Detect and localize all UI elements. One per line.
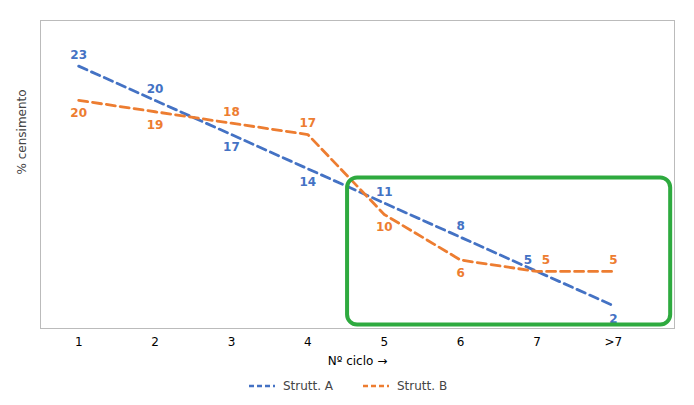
svg-text:17: 17 bbox=[299, 116, 316, 130]
svg-text:5: 5 bbox=[609, 253, 617, 267]
svg-text:23: 23 bbox=[70, 48, 87, 62]
html-text:Strutt. A: Strutt. A bbox=[282, 379, 333, 393]
svg-text:5: 5 bbox=[524, 253, 532, 267]
svg-text:14: 14 bbox=[299, 175, 316, 189]
svg-text:>7: >7 bbox=[605, 335, 623, 349]
svg-text:8: 8 bbox=[456, 219, 464, 233]
svg-text:10: 10 bbox=[376, 220, 393, 234]
svg-text:2: 2 bbox=[151, 335, 159, 349]
svg-text:6: 6 bbox=[457, 335, 465, 349]
svg-text:20: 20 bbox=[147, 82, 164, 96]
svg-text:Nº ciclo →: Nº ciclo → bbox=[328, 354, 388, 368]
svg-text:19: 19 bbox=[147, 118, 164, 132]
svg-text:2: 2 bbox=[609, 311, 618, 326]
svg-text:3: 3 bbox=[228, 335, 236, 349]
svg-text:7: 7 bbox=[533, 335, 541, 349]
svg-text:17: 17 bbox=[223, 140, 240, 154]
svg-text:11: 11 bbox=[376, 185, 393, 199]
svg-text:% censimento: % censimento bbox=[15, 89, 29, 174]
svg-text:4: 4 bbox=[304, 335, 312, 349]
svg-text:5: 5 bbox=[542, 253, 550, 267]
svg-text:20: 20 bbox=[70, 106, 87, 120]
svg-text:5: 5 bbox=[380, 335, 388, 349]
svg-text:1: 1 bbox=[75, 335, 83, 349]
html-text:Strutt. B: Strutt. B bbox=[397, 379, 448, 393]
svg-text:6: 6 bbox=[456, 266, 464, 280]
svg-text:18: 18 bbox=[223, 105, 240, 119]
